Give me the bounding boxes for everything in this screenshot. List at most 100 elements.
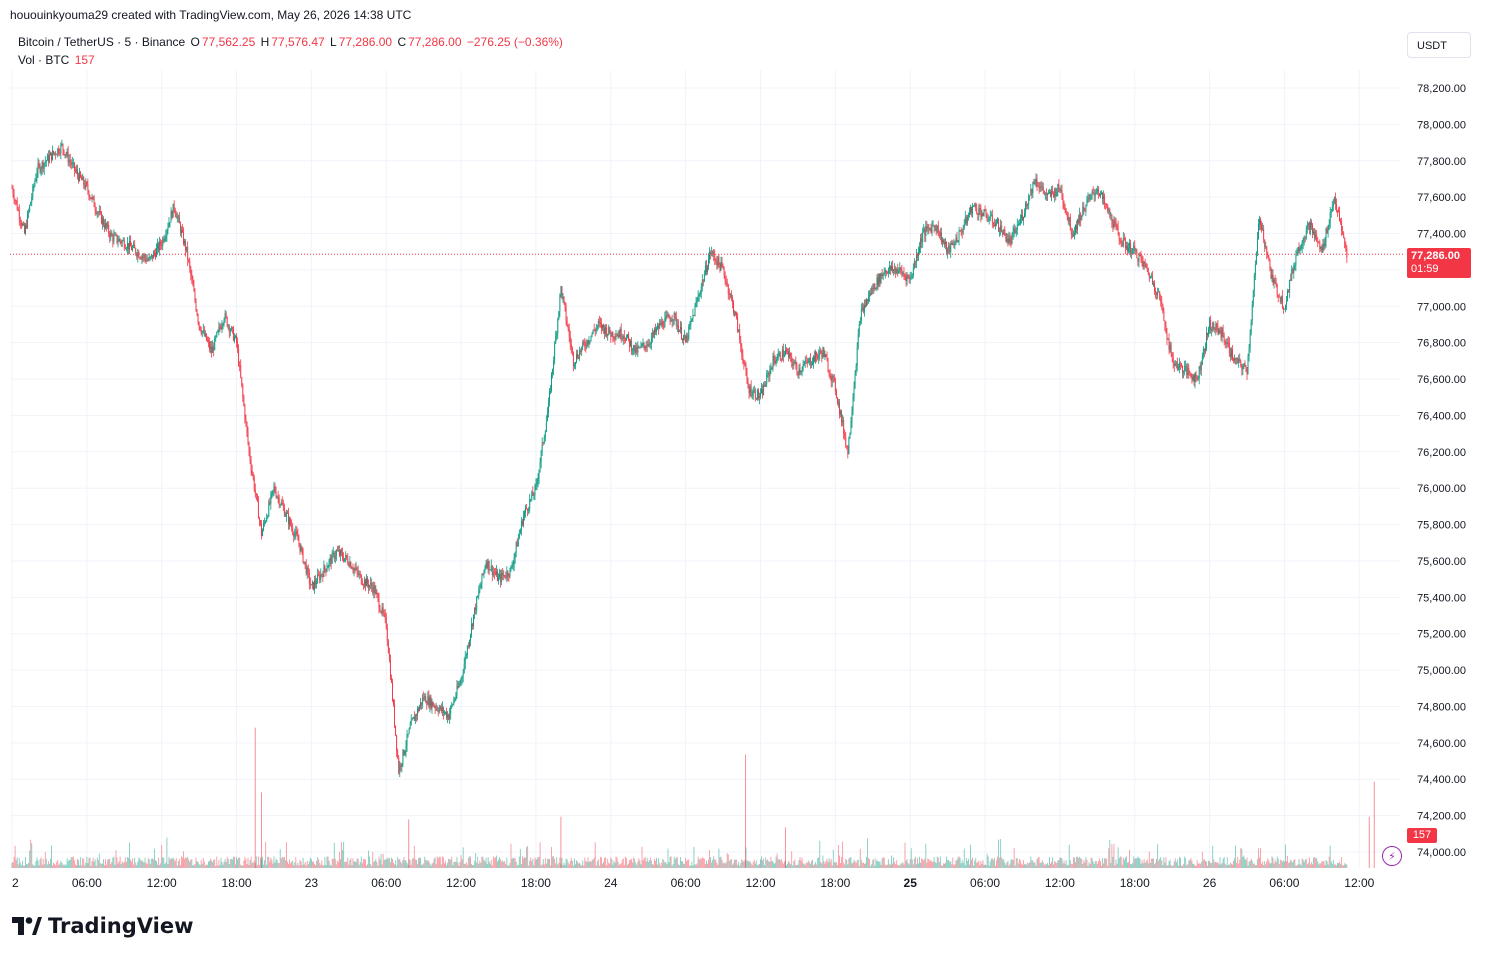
candle-body — [176, 216, 178, 219]
candle-body — [1129, 242, 1131, 248]
candle-body — [1082, 206, 1084, 216]
candle-body — [118, 239, 120, 242]
candle-body — [36, 172, 38, 179]
candle-body — [905, 275, 907, 282]
candle-body — [881, 273, 883, 277]
volume-bar — [322, 865, 324, 868]
candle-body — [271, 491, 273, 495]
volume-bar — [526, 847, 528, 868]
volume-bar — [1070, 863, 1072, 868]
candle-body — [1156, 292, 1158, 295]
volume-bar — [936, 856, 938, 868]
candle-body — [583, 341, 585, 344]
volume-bar — [1119, 856, 1121, 868]
candle-body — [270, 494, 272, 504]
volume-bar — [1157, 844, 1159, 868]
price-candles — [11, 139, 1348, 778]
candle-body — [668, 314, 670, 319]
candle-body — [217, 330, 219, 333]
volume-bar — [722, 863, 724, 868]
volume-bar — [297, 862, 299, 868]
volume-bar — [1271, 856, 1273, 868]
candle-body — [648, 343, 650, 345]
volume-bar — [339, 852, 340, 868]
volume-bar — [440, 864, 442, 868]
volume-bar — [579, 862, 581, 868]
volume-bar — [117, 863, 119, 868]
candle-body — [686, 335, 688, 343]
candle-body — [1197, 378, 1199, 380]
candle-body — [566, 320, 568, 326]
volume-bar — [1214, 862, 1216, 868]
candle-body — [41, 161, 43, 169]
candle-body — [859, 320, 861, 324]
candle-body — [253, 477, 255, 490]
candle-body — [834, 379, 836, 392]
volume-bar — [799, 856, 801, 868]
candle-body — [484, 567, 486, 571]
candle-body — [1012, 230, 1014, 235]
time-tick-label: 25 — [904, 876, 918, 890]
candle-body — [187, 246, 189, 260]
volume-bar — [904, 842, 906, 868]
price-tick-label: 76,600.00 — [1417, 374, 1466, 386]
volume-bar — [738, 861, 740, 868]
candle-body — [388, 653, 390, 660]
lightning-icon[interactable]: ⚡ — [1382, 846, 1402, 866]
candle-body — [534, 485, 536, 496]
candle-body — [12, 188, 14, 195]
candle-body — [1199, 366, 1201, 371]
volume-bar — [327, 856, 329, 868]
volume-bar — [1249, 860, 1251, 868]
volume-bar — [383, 860, 385, 868]
volume-bar — [1256, 859, 1258, 868]
volume-bar — [931, 861, 933, 868]
volume-bar — [384, 859, 386, 868]
candle-body — [649, 343, 651, 345]
volume-bar — [170, 858, 172, 868]
volume-bar — [211, 860, 213, 868]
volume-label[interactable]: Vol · BTC — [18, 53, 70, 67]
candle-body — [87, 184, 89, 192]
candle-body — [798, 368, 800, 375]
candle-body — [448, 714, 450, 720]
candle-body — [477, 595, 479, 598]
volume-bar — [474, 860, 476, 868]
time-tick-label: 24 — [604, 876, 618, 890]
candle-body — [852, 397, 854, 412]
candle-body — [74, 170, 76, 172]
volume-bar — [1158, 860, 1160, 868]
currency-button[interactable]: USDT — [1407, 32, 1471, 58]
tradingview-logo[interactable]: TradingView — [12, 914, 193, 938]
candle-body — [1183, 370, 1185, 373]
volume-bar — [546, 858, 548, 868]
volume-bar — [1272, 857, 1274, 868]
candle-body — [777, 354, 779, 360]
volume-bar — [1003, 859, 1005, 868]
candle-body — [224, 313, 226, 320]
volume-bar — [82, 857, 84, 868]
candle-body — [1325, 228, 1327, 243]
candle-body — [654, 328, 655, 335]
symbol-title[interactable]: Bitcoin / TetherUS · 5 · Binance — [18, 35, 186, 49]
candle-body — [998, 219, 1000, 232]
volume-bar — [580, 864, 582, 868]
candle-body — [120, 241, 122, 244]
volume-bar — [194, 863, 196, 868]
volume-bar — [293, 865, 295, 868]
volume-bar — [361, 863, 363, 868]
volume-bar — [730, 859, 732, 868]
candle-body — [977, 213, 979, 215]
volume-bar — [311, 861, 313, 868]
volume-bar — [500, 859, 502, 868]
volume-bar — [1082, 863, 1084, 868]
candle-body — [1218, 329, 1220, 334]
candle-body — [657, 325, 659, 329]
time-axis[interactable]: 2 06:00 12:00 18:00 23 06:00 12:00 18:00 24 06:00… — [12, 876, 1375, 890]
volume-bar — [909, 859, 911, 868]
price-axis[interactable]: 78,200.0078,000.0077,800.0077,600.0077,4… — [1417, 83, 1466, 859]
volume-bar — [100, 863, 102, 868]
volume-bar — [755, 860, 757, 868]
volume-bar — [907, 863, 909, 868]
